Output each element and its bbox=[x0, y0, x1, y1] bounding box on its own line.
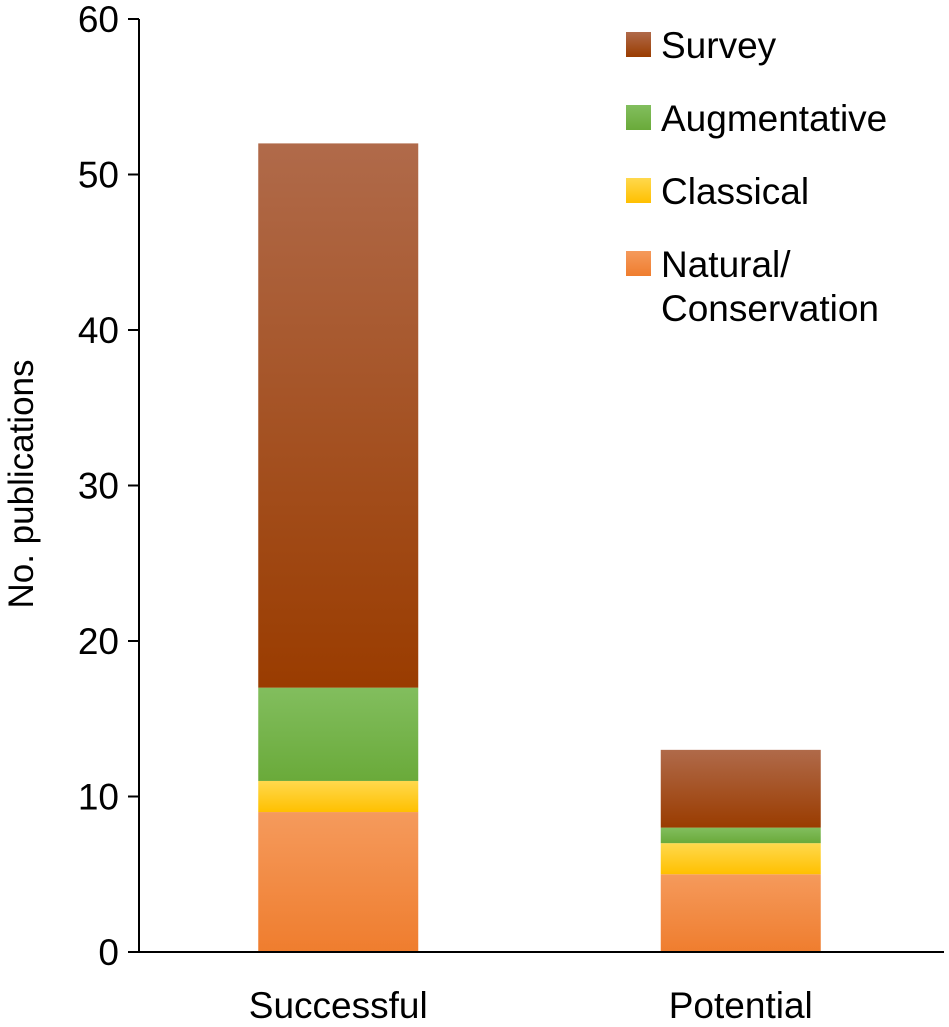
bar-potential-natural-conservation bbox=[660, 874, 821, 952]
bar-successful-augmentative bbox=[258, 687, 419, 781]
y-tick-label-40: 40 bbox=[78, 310, 119, 351]
legend-label-survey: Survey bbox=[661, 25, 777, 66]
bar-potential-survey bbox=[660, 749, 821, 828]
y-tick-label-0: 0 bbox=[98, 932, 119, 973]
bar-successful-classical bbox=[258, 780, 419, 813]
y-tick-label-60: 60 bbox=[78, 0, 119, 40]
bar-potential-classical bbox=[660, 843, 821, 875]
x-label-successful: Successful bbox=[249, 985, 428, 1026]
bar-potential-augmentative bbox=[660, 827, 821, 844]
y-tick-label-20: 20 bbox=[78, 621, 119, 662]
bar-successful-survey bbox=[258, 143, 419, 688]
y-ticks-group: 0 10 20 30 40 50 60 bbox=[78, 0, 139, 973]
legend-label-augmentative: Augmentative bbox=[661, 98, 887, 139]
y-tick-label-50: 50 bbox=[78, 155, 119, 196]
y-tick-label-10: 10 bbox=[78, 777, 119, 818]
legend-swatch-natural-conservation bbox=[626, 251, 651, 276]
bars-group bbox=[258, 143, 821, 952]
x-label-potential: Potential bbox=[669, 985, 813, 1026]
x-labels-group: Successful Potential bbox=[249, 985, 813, 1026]
legend-label-natural-conservation: Natural/Conservation bbox=[661, 244, 879, 329]
legend-swatch-augmentative bbox=[626, 105, 651, 130]
y-axis-label: No. publications bbox=[2, 359, 41, 608]
bar-successful-natural-conservation bbox=[258, 812, 419, 952]
legend: Survey Augmentative Classical Natural/Conse… bbox=[626, 25, 887, 329]
legend-swatch-survey bbox=[626, 32, 651, 57]
y-tick-label-30: 30 bbox=[78, 466, 119, 507]
legend-swatch-classical bbox=[626, 178, 651, 203]
legend-label-classical: Classical bbox=[661, 171, 809, 212]
